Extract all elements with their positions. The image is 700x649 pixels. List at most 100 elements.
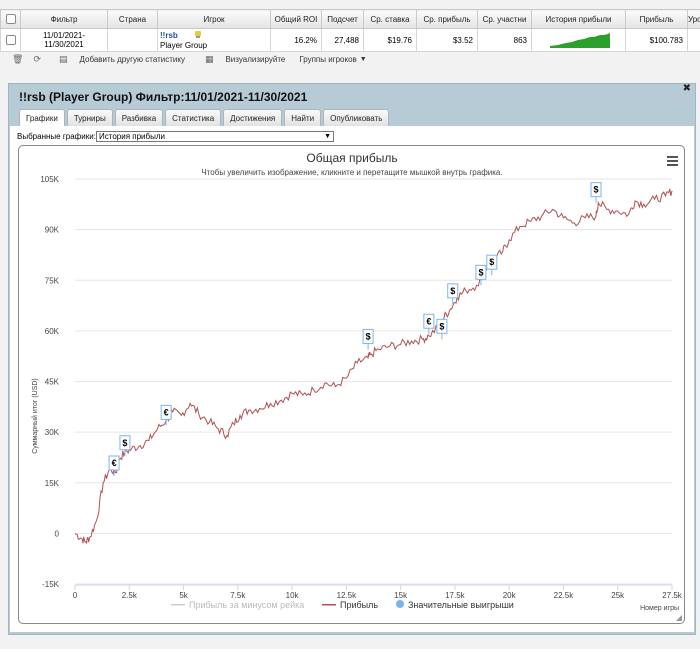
profit-sparkline[interactable] <box>532 29 624 49</box>
select-all-checkbox-cell[interactable] <box>0 9 21 29</box>
tab-statistics[interactable]: Статистика <box>165 109 222 126</box>
significant-win-symbol: $ <box>122 438 127 448</box>
legend-profit-swatch <box>322 604 336 606</box>
legend: Прибыль за минусом рейка Прибыль Значите… <box>171 600 514 610</box>
y-tick-label: 45K <box>45 378 60 387</box>
significant-win-flag[interactable]: € <box>160 404 172 426</box>
significant-win-symbol: € <box>426 316 431 326</box>
selected-charts-select[interactable]: История прибыли ▼ <box>96 131 334 142</box>
significant-win-flag[interactable]: $ <box>119 435 131 456</box>
significant-win-symbol: $ <box>478 267 483 277</box>
player-name-link[interactable]: !!rsb <box>160 30 178 40</box>
significant-win-flag[interactable]: $ <box>436 318 448 340</box>
y-axis-label: Суммарный итог (USD) <box>31 378 39 454</box>
profit-chart[interactable]: Общая прибыль Чтобы увеличить изображени… <box>19 146 685 624</box>
x-tick-label: 17.5k <box>445 591 466 600</box>
resize-handle-icon[interactable]: ◢ <box>675 613 682 622</box>
row-checkbox-cell[interactable] <box>0 28 21 52</box>
panel-title: !!rsb (Player Group) Фильтр:11/01/2021-1… <box>19 90 308 104</box>
chevron-down-icon: ▼ <box>359 55 367 63</box>
column-header[interactable]: Страна <box>107 9 158 29</box>
column-header[interactable]: Подсчет <box>321 9 364 29</box>
add-stats-button[interactable]: ▤ Добавить другую статистику <box>51 54 185 65</box>
visualize-button[interactable]: ▦ Визуализируйте <box>197 54 285 65</box>
row-checkbox[interactable] <box>5 35 16 45</box>
panel-body: Выбранные графики: История прибыли ▼ Обща… <box>10 126 694 632</box>
significant-win-symbol: € <box>164 407 169 417</box>
y-tick-label: 90K <box>45 226 60 235</box>
chart-container[interactable]: Общая прибыль Чтобы увеличить изображени… <box>18 145 685 624</box>
refresh-icon[interactable]: ⟳ <box>33 53 41 64</box>
legend-profit-label[interactable]: Прибыль <box>340 600 378 610</box>
column-header[interactable]: Прибыль <box>625 9 688 29</box>
significant-win-symbol: € <box>112 458 117 468</box>
column-header[interactable]: Игрок <box>157 9 271 29</box>
profit-history-cell[interactable] <box>531 28 626 52</box>
roi-cell: 16.2% <box>270 28 322 52</box>
avg-participants-cell: 863 <box>477 28 532 52</box>
significant-win-flag[interactable]: € <box>423 313 435 335</box>
legend-rake-label[interactable]: Прибыль за минусом рейка <box>189 600 304 610</box>
select-all-checkbox[interactable] <box>5 14 16 24</box>
significant-win-flag[interactable]: $ <box>362 328 374 350</box>
add-stats-label: Добавить другую статистику <box>79 54 185 64</box>
player-cell: !!rsb Player Group <box>157 28 271 52</box>
significant-win-flag[interactable]: $ <box>486 254 498 276</box>
tab-find[interactable]: Найти <box>284 109 322 126</box>
column-header[interactable]: Уро <box>687 9 700 29</box>
column-header[interactable]: Ср. прибыль <box>416 9 478 29</box>
menu-icon[interactable] <box>667 156 678 166</box>
avg-stake-cell: $19.76 <box>363 28 417 52</box>
table-row[interactable]: 11/01/2021- 11/30/2021 !!rsb Player Grou… <box>0 28 700 52</box>
trash-icon[interactable]: 🗑 <box>12 53 24 64</box>
chevron-down-icon: ▼ <box>324 133 331 140</box>
selected-charts-label: Выбранные графики: <box>17 132 96 141</box>
player-group-icon <box>195 30 202 38</box>
profit-cell: $100.783 <box>625 28 688 52</box>
tab-tournaments[interactable]: Турниры <box>66 109 113 126</box>
significant-win-flag[interactable]: $ <box>590 182 602 203</box>
count-cell: 27,488 <box>321 28 364 52</box>
significant-win-flag[interactable]: $ <box>475 264 487 286</box>
x-axis-label: Номер игры <box>640 605 679 612</box>
column-header[interactable]: Фильтр <box>20 9 108 29</box>
tab-breakdown[interactable]: Разбивка <box>114 109 164 126</box>
chart-icon: ▦ <box>204 53 214 64</box>
stats-toolbar: 🗑 ⟳ ▤ Добавить другую статистику ▦ Визуали… <box>0 52 700 66</box>
filter-cell: 11/01/2021- 11/30/2021 <box>20 28 108 52</box>
significant-win-flag[interactable]: $ <box>447 283 459 304</box>
x-tick-label: 0 <box>73 591 78 600</box>
tab-publish[interactable]: Опубликовать <box>323 109 390 126</box>
tab-charts[interactable]: Графики <box>19 109 65 127</box>
column-header[interactable]: Общий ROI <box>270 9 322 29</box>
legend-wins-label[interactable]: Значительные выигрыши <box>408 600 514 610</box>
country-cell <box>107 28 158 52</box>
chart-title: Общая прибыль <box>306 151 397 165</box>
player-groups-dropdown[interactable]: Группы игроков ▼ <box>291 55 366 64</box>
x-tick-label: 2.5k <box>122 591 138 600</box>
significant-win-symbol: $ <box>489 257 494 267</box>
significant-win-symbol: $ <box>366 331 371 341</box>
y-tick-label: 60K <box>45 327 60 336</box>
player-group-label: Player Group <box>160 40 208 50</box>
close-icon[interactable]: ✖ <box>682 83 691 94</box>
chart-subtitle: Чтобы увеличить изображение, кликните и … <box>201 168 502 177</box>
x-tick-label: 5k <box>179 591 188 600</box>
chart-panel: !!rsb (Player Group) Фильтр:11/01/2021-1… <box>8 83 696 635</box>
column-header[interactable]: Ср. ставка <box>363 9 417 29</box>
legend-wins-swatch <box>396 600 404 608</box>
legend-rake-swatch <box>171 604 185 606</box>
tab-achievements[interactable]: Достижения <box>223 109 283 126</box>
panel-tabs: Графики Турниры Разбивка Статистика Дост… <box>19 109 391 127</box>
y-tick-label: 105K <box>40 175 59 184</box>
table-header-row: Фильтр Страна Игрок Общий ROI Подсчет Ср… <box>0 9 700 29</box>
profit-series-line <box>74 188 673 545</box>
x-tick-label: 15k <box>394 591 408 600</box>
significant-win-flag[interactable]: € <box>108 455 120 476</box>
x-tick-label: 25k <box>611 591 625 600</box>
column-header[interactable]: История прибыли <box>531 9 626 29</box>
y-tick-label: 15K <box>45 479 60 488</box>
selected-charts-value: История прибыли <box>99 132 165 141</box>
significant-win-symbol: $ <box>594 185 599 195</box>
column-header[interactable]: Ср. участни <box>477 9 532 29</box>
